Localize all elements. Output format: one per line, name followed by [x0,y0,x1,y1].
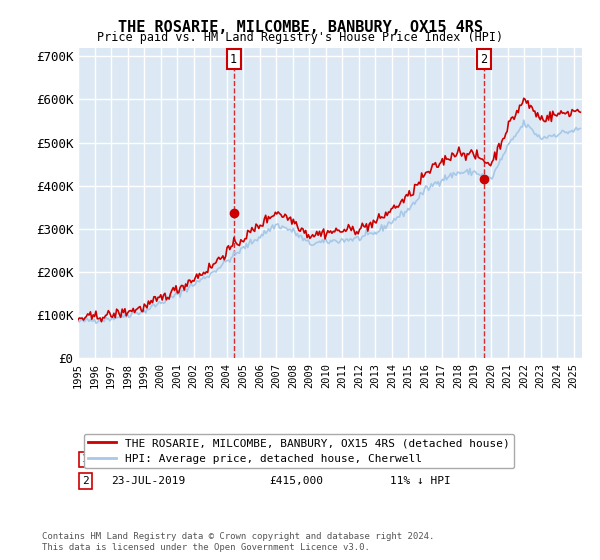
Text: £336,250: £336,250 [269,454,323,464]
Text: 1: 1 [82,454,89,464]
Text: £415,000: £415,000 [269,476,323,486]
Text: 11% ↓ HPI: 11% ↓ HPI [391,476,451,486]
Text: 16% ↑ HPI: 16% ↑ HPI [391,454,451,464]
Text: Contains HM Land Registry data © Crown copyright and database right 2024.
This d: Contains HM Land Registry data © Crown c… [42,532,434,552]
Text: 2: 2 [82,476,89,486]
Text: THE ROSARIE, MILCOMBE, BANBURY, OX15 4RS: THE ROSARIE, MILCOMBE, BANBURY, OX15 4RS [118,20,482,35]
Text: 23-JUL-2019: 23-JUL-2019 [111,476,185,486]
Text: Price paid vs. HM Land Registry's House Price Index (HPI): Price paid vs. HM Land Registry's House … [97,31,503,44]
Legend: THE ROSARIE, MILCOMBE, BANBURY, OX15 4RS (detached house), HPI: Average price, d: THE ROSARIE, MILCOMBE, BANBURY, OX15 4RS… [83,434,514,468]
Text: 04-JUN-2004: 04-JUN-2004 [111,454,185,464]
Text: 2: 2 [480,53,487,66]
Text: 1: 1 [230,53,237,66]
